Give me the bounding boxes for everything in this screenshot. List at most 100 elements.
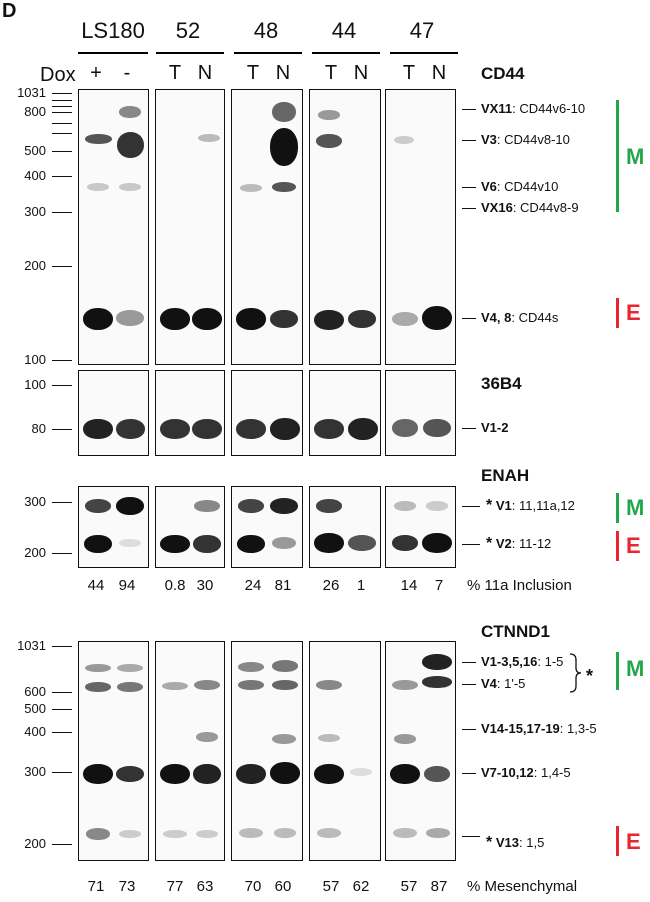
band-name: VX16 <box>481 200 513 215</box>
gel-lane-pair <box>155 641 225 861</box>
value-cell: 57 <box>400 878 418 895</box>
size-marker: 80 <box>31 421 46 436</box>
brace <box>569 653 582 693</box>
band-pointer <box>462 109 476 111</box>
band-pointer <box>462 140 476 142</box>
size-marker: 300 <box>24 494 46 509</box>
size-marker: 800 <box>24 104 46 119</box>
gel-band <box>163 830 187 838</box>
value-cell: 70 <box>244 878 262 895</box>
panel-letter: D <box>2 0 17 22</box>
gel-band <box>272 680 298 690</box>
gel-band <box>236 308 266 330</box>
value-cell: 44 <box>87 577 105 594</box>
gel-band <box>394 136 414 144</box>
gel-band <box>83 764 113 784</box>
gel-band <box>116 419 145 439</box>
cell-line-label: LS180 <box>81 18 145 43</box>
e-label: E <box>626 829 641 854</box>
value-cell: 71 <box>87 878 105 895</box>
gel-lane-pair <box>309 89 381 365</box>
band-desc: : 1'-5 <box>496 676 526 691</box>
gel-band <box>194 680 220 690</box>
gel-band <box>272 660 298 672</box>
gel-band <box>160 308 190 330</box>
gel-band <box>350 768 372 776</box>
gel-band <box>274 828 296 838</box>
value-cell: 1 <box>356 577 366 594</box>
marker-tick <box>52 106 72 108</box>
gel-band <box>192 419 222 439</box>
gel-lane-pair <box>385 641 456 861</box>
gel-band <box>270 310 298 328</box>
gel-band <box>270 498 298 514</box>
group-underline <box>390 52 458 54</box>
size-marker: 500 <box>24 701 46 716</box>
gel-band <box>423 419 451 437</box>
band-desc: : 1,5 <box>519 835 545 850</box>
band-pointer <box>462 662 476 664</box>
gel-band <box>194 500 220 512</box>
marker-tick <box>52 502 72 504</box>
gel-lane-pair <box>309 486 381 568</box>
gel-band <box>85 134 112 144</box>
condition-label: T <box>168 62 182 84</box>
marker-tick <box>52 844 72 846</box>
gel-band <box>394 501 416 511</box>
gel-band <box>392 680 418 690</box>
group-underline <box>312 52 380 54</box>
band-star: * <box>486 834 493 851</box>
value-label: % Mesenchymal <box>467 878 578 895</box>
gel-band <box>392 312 418 326</box>
marker-tick <box>52 772 72 774</box>
marker-tick <box>52 385 72 387</box>
gel-band <box>426 828 450 838</box>
gel-band <box>393 828 417 838</box>
band-pointer <box>462 773 476 775</box>
marker-tick <box>52 553 72 555</box>
gel-lane-pair <box>78 370 149 456</box>
band-label: VX16: CD44v8-9 <box>481 200 579 215</box>
gel-lane-pair <box>385 486 456 568</box>
value-cell: 94 <box>118 577 136 594</box>
gel-band <box>85 682 111 692</box>
gel-band <box>314 310 344 330</box>
size-marker: 300 <box>24 764 46 779</box>
band-desc: : CD44s <box>511 310 559 325</box>
band-label: V4, 8: CD44s <box>481 310 558 325</box>
gene-title-cd44: CD44 <box>481 64 525 83</box>
gel-band <box>424 766 450 782</box>
condition-label: - <box>123 62 131 84</box>
value-cell: 63 <box>196 878 214 895</box>
band-name: V4, 8 <box>481 310 512 325</box>
gel-band <box>272 734 296 744</box>
gel-band <box>160 535 190 553</box>
gel-band <box>239 828 263 838</box>
gel-band <box>392 535 418 551</box>
size-marker: 400 <box>24 168 46 183</box>
value-label: % 11a Inclusion <box>467 577 572 594</box>
band-label: V4: 1'-5 <box>481 676 525 691</box>
gel-band <box>117 664 143 672</box>
condition-label: N <box>275 62 291 84</box>
cell-line-label: 44 <box>331 18 357 43</box>
value-cell: 81 <box>274 577 292 594</box>
size-marker: 1031 <box>17 638 46 653</box>
gel-band <box>316 680 342 690</box>
band-desc: : CD44v10 <box>496 179 559 194</box>
gel-band <box>390 764 420 784</box>
gel-band <box>270 128 298 166</box>
band-label: VX11: CD44v6-10 <box>481 101 585 116</box>
gel-band <box>316 499 342 513</box>
band-pointer <box>462 506 480 508</box>
m-bracket <box>616 493 619 523</box>
band-label: * V1: 11,11a,12 <box>486 497 575 515</box>
gene-title-36b4: 36B4 <box>481 374 522 393</box>
brace-star: * <box>586 666 594 686</box>
value-cell: 60 <box>274 878 292 895</box>
e-bracket <box>616 298 619 328</box>
band-name: V7-10,12 <box>481 765 534 780</box>
value-cell: 77 <box>166 878 184 895</box>
gel-band <box>119 830 141 838</box>
marker-tick <box>52 429 72 431</box>
